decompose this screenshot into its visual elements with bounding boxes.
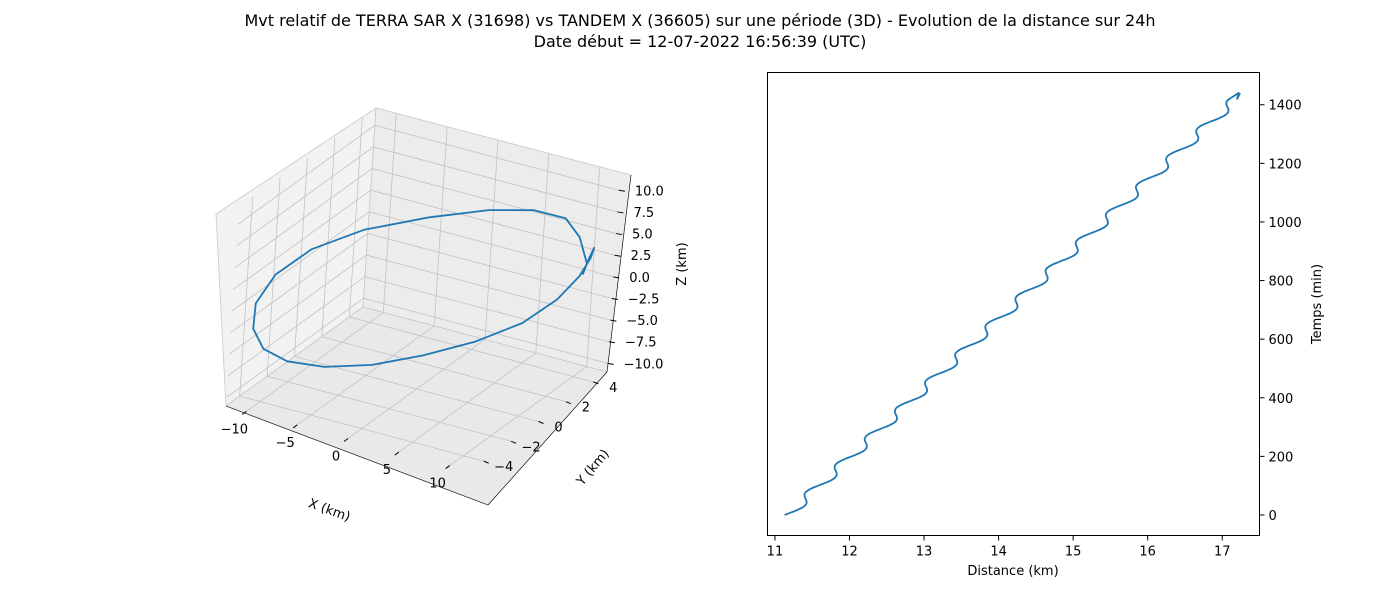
grid-line-y [348,117,594,383]
z-axis-label-3d: Z (km) [675,242,690,285]
grid-line-x [398,154,550,453]
grid-line-y [321,137,567,403]
z-tick-mark-3d [618,189,625,192]
x-tick-label-2d: 16 [1139,545,1156,560]
grid-line-x [296,126,448,426]
x-tick-label-2d: 12 [841,545,858,560]
y-tick-label-2d: 0 [1269,509,1277,524]
z-tick-label-3d: −5.0 [626,314,658,329]
y-tick-label-2d: 800 [1269,275,1294,290]
z-tick-mark-3d [615,233,623,236]
z-axis-line-3d [606,174,632,373]
x-tick-label-3d: 0 [332,450,340,465]
y-tick-label-3d: 0 [554,421,562,436]
x-tick-label-3d: 5 [383,463,391,478]
y-tick-label-3d: 2 [582,401,590,416]
orbit-series-line [252,209,595,368]
x-tick-label-2d: 15 [1065,545,1082,560]
z-tick-label-3d: 7.5 [633,206,654,221]
y-tick-mark-3d [483,460,489,464]
y-tick-label-2d: 1000 [1269,216,1302,231]
grid-line-x [347,140,499,439]
z-tick-label-3d: −2.5 [628,292,660,307]
x-axis-label-2d: Distance (km) [967,564,1058,579]
grid-3d [226,113,619,466]
x-axis-line-3d [225,405,489,506]
grid-line-z [233,189,615,290]
x-tick-label-2d: 17 [1214,545,1231,560]
grid-line-z [229,254,611,355]
y-tick-label-2d: 600 [1269,333,1294,348]
y-tick-mark-3d [538,421,544,424]
x-tick-mark-3d [292,424,298,429]
ticks-3d: −10−50510−4−2024−10.0−7.5−5.0−2.50.02.55… [221,174,664,506]
y-tick-label-2d: 1400 [1269,99,1302,114]
grid-line-z [226,297,608,398]
y-tick-label-3d: 4 [609,381,617,396]
grid-line-x [449,167,601,466]
z-tick-label-3d: 10.0 [635,184,664,199]
y-tick-mark-3d [565,401,572,405]
distance-series-line [784,92,1241,516]
x-tick-mark-3d [394,451,400,456]
y-tick-label-2d: 1200 [1269,157,1302,172]
y-axis-label-3d: Y (km) [573,447,612,490]
grid-line-z [230,233,612,333]
distance-series-group [784,92,1241,516]
z-tick-label-3d: 2.5 [631,249,652,264]
z-tick-mark-3d [607,362,614,365]
x-axis-label-3d: X (km) [306,496,352,525]
y-tick-label-2d: 400 [1269,392,1294,407]
z-tick-label-3d: 5.0 [632,228,653,243]
z-tick-mark-3d [608,341,616,344]
x-tick-label-3d: −10 [221,422,248,437]
x-tick-label-2d: 11 [767,545,784,560]
orbit-series-group [252,209,595,368]
z-tick-label-3d: −10.0 [624,357,664,372]
distance-time-plot: 11 12 13 14 15 16 170200400600800100012001400 … [767,72,1325,579]
x-tick-label-3d: −5 [276,436,295,451]
y-tick-mark-3d [510,440,517,444]
figure-title-line2: Date début = 12-07-2022 16:56:39 (UTC) [534,32,867,51]
x-tick-label-2d: 13 [916,545,933,560]
plot-frame [767,72,1260,536]
x-tick-mark-3d [445,465,450,469]
z-tick-label-3d: −7.5 [625,336,657,351]
z-tick-mark-3d [611,297,618,300]
grid-line-y [266,177,512,442]
grid-line-z [234,168,617,268]
grid-line-z [237,124,619,225]
ticks-2d: 11 12 13 14 15 16 17 0 200 400 600 800 1000 1200 1400 [767,99,1302,560]
grid-line-x [246,113,397,412]
orbit-3d-plot: −10−50510−4−2024−10.0−7.5−5.0−2.50.02.55… [215,107,690,525]
y-tick-label-2d: 200 [1269,450,1294,465]
z-tick-mark-3d [614,254,621,257]
y-tick-label-3d: −2 [522,440,541,455]
grid-line-z [231,211,614,312]
x-tick-mark-3d [343,438,349,442]
grid-line-y [294,157,539,422]
y-tick-mark-3d [593,381,599,385]
grid-line-z [236,146,618,247]
y-axis-label-2d: Temps (min) [1310,264,1325,345]
x-tick-label-2d: 14 [990,545,1007,560]
figure-title-line1: Mvt relatif de TERRA SAR X (31698) vs TA… [244,11,1155,30]
z-tick-mark-3d [617,211,624,214]
grid-line-y [239,197,484,462]
y-tick-label-3d: −4 [494,460,513,475]
y-axis-line-3d [487,371,608,506]
z-tick-label-3d: 0.0 [629,271,650,286]
